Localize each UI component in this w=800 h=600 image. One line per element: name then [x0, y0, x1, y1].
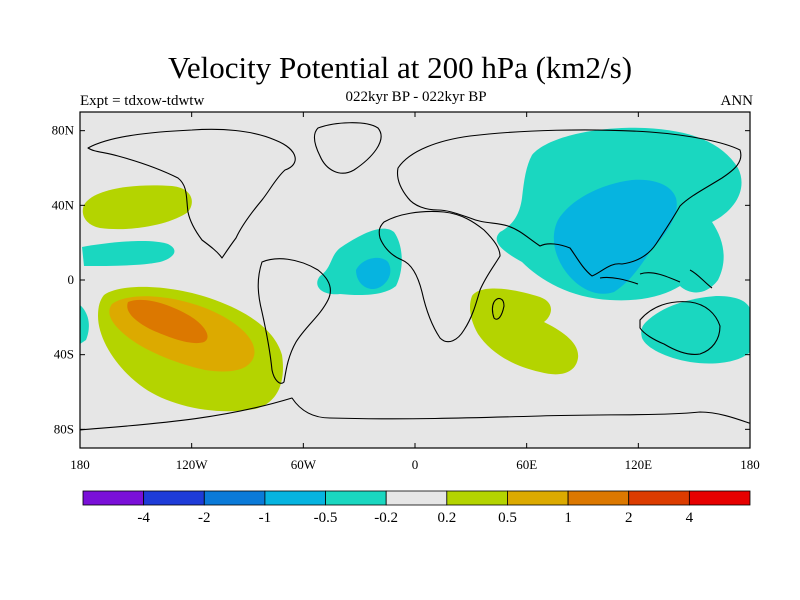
- colorbar-label: 0.5: [498, 510, 517, 526]
- colorbar-label: -0.5: [314, 510, 338, 526]
- colorbar-swatch: [264, 490, 326, 506]
- coast-antarctica: [80, 397, 750, 431]
- colorbar-swatch: [143, 490, 205, 506]
- coastlines: [80, 122, 750, 431]
- coast-south-america: [257, 258, 331, 384]
- colorbar-swatch: [567, 490, 630, 506]
- colorbar-label: 2: [625, 510, 633, 526]
- colorbar-swatch: [446, 490, 508, 506]
- colorbar-swatch: [628, 490, 690, 506]
- x-tick-label: 120W: [176, 457, 209, 472]
- coast-north-america: [87, 128, 296, 259]
- contour-pos-indian-ocean: [470, 288, 579, 375]
- colorbar-swatch: [82, 490, 145, 506]
- x-tick-label: 180: [740, 457, 760, 472]
- colorbar-swatch: [385, 490, 448, 506]
- colorbar-label: 1: [564, 510, 572, 526]
- coast-indonesia: [599, 269, 713, 289]
- colorbar-swatch: [203, 490, 266, 506]
- x-tick-label: 60W: [291, 457, 317, 472]
- contour-neg-western-edge: [80, 305, 89, 344]
- x-tick-label: 0: [412, 457, 419, 472]
- y-tick-label: 80N: [52, 123, 75, 138]
- coast-australia: [639, 301, 721, 355]
- coast-europe-asia: [396, 129, 742, 277]
- colorbar-label: -4: [137, 510, 150, 526]
- experiment-label: Expt = tdxow-tdwtw: [80, 93, 205, 109]
- colorbar-label: 0.2: [437, 510, 456, 526]
- y-tick-label: 80S: [54, 421, 74, 436]
- contour-neg-east-pacific: [82, 240, 175, 266]
- map-axes: 80N 40N 0 40S 80S 180 120W 60W 0 60E 120E 180: [52, 112, 760, 472]
- colorbar-swatch: [325, 490, 387, 506]
- coast-greenland: [313, 122, 382, 174]
- colorbar-swatch: [688, 490, 751, 506]
- colorbar-label: -0.2: [374, 510, 398, 526]
- colorbar-label: -2: [198, 510, 211, 526]
- y-tick-label: 0: [68, 272, 75, 287]
- contour-pos-south-pacific-1: [127, 299, 208, 344]
- colorbar-label: -1: [259, 510, 272, 526]
- x-tick-label: 60E: [516, 457, 537, 472]
- coast-madagascar: [491, 297, 505, 320]
- contour-neg-asia-0-5: [553, 179, 677, 294]
- coast-africa: [378, 210, 501, 343]
- y-tick-label: 40N: [52, 197, 75, 212]
- colorbar-label: 4: [686, 510, 694, 526]
- map-subtitle: 022kyr BP - 022kyr BP: [345, 89, 487, 105]
- colorbar-swatch: [507, 490, 569, 506]
- contour-neg-atlantic-0-5: [356, 257, 391, 290]
- colorbar: -4 -2 -1 -0.5 -0.2 0.2 0.5 1 2 4: [82, 490, 751, 526]
- map-title: Velocity Potential at 200 hPa (km2/s): [167, 50, 633, 85]
- map-panel: [80, 112, 750, 448]
- x-tick-label: 120E: [625, 457, 653, 472]
- contour-pos-north-pacific: [82, 185, 192, 230]
- y-tick-label: 40S: [54, 347, 74, 362]
- season-label: ANN: [720, 93, 754, 109]
- x-tick-label: 180: [70, 457, 90, 472]
